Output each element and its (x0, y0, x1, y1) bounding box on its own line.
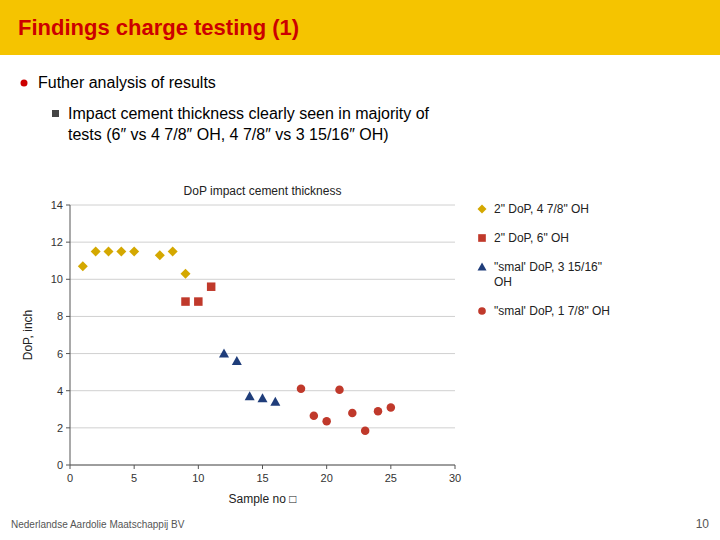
y-tick (66, 353, 70, 354)
x-axis-label: Sample no □ (229, 492, 297, 506)
legend-label: 2" DoP, 6" OH (494, 231, 569, 245)
legend-label: "smal' DoP, 1 7/8" OH (494, 304, 610, 318)
x-tick-label: 0 (67, 472, 73, 484)
legend-marker (478, 307, 486, 315)
x-tick-label: 15 (256, 472, 268, 484)
data-point (207, 282, 216, 291)
legend-label: "smal' DoP, 3 15/16"OH (494, 260, 602, 289)
grid-line (70, 242, 455, 243)
x-tick (70, 465, 71, 469)
data-point (297, 385, 306, 394)
legend-label: 2" DoP, 4 7/8" OH (494, 202, 589, 216)
bullet-text-line: Impact cement thickness clearly seen in … (68, 105, 430, 122)
data-point (322, 417, 331, 426)
data-point (310, 412, 319, 421)
x-tick (134, 465, 135, 469)
bullet-dot (21, 80, 28, 87)
data-point (258, 393, 268, 402)
bullet-text: Impact cement thickness clearly seen in … (68, 105, 430, 143)
data-point (270, 397, 280, 406)
x-tick (326, 465, 327, 469)
footer-left: Nederlandse Aardolie Maatschappij BV (11, 519, 185, 530)
data-point (374, 407, 383, 416)
grid-line (70, 279, 455, 280)
page-background (0, 0, 720, 540)
y-axis-line (70, 205, 71, 465)
data-point (245, 391, 255, 400)
x-axis-line (70, 465, 455, 466)
data-point (335, 386, 344, 395)
legend-label-line: OH (494, 275, 512, 289)
page-title: Findings charge testing (1) (18, 15, 299, 40)
y-tick-label: 6 (57, 348, 63, 360)
data-point (168, 246, 178, 256)
data-point (91, 246, 101, 256)
bullet-text-line: tests (6″ vs 4 7/8″ OH, 4 7/8″ vs 3 15/1… (68, 126, 389, 143)
data-point (194, 297, 203, 306)
x-tick-label: 25 (385, 472, 397, 484)
legend-label-line: 2" DoP, 4 7/8" OH (494, 202, 589, 216)
y-tick-label: 4 (57, 385, 63, 397)
y-tick (66, 242, 70, 243)
legend-marker (478, 234, 486, 242)
data-point (129, 246, 139, 256)
y-tick-label: 14 (51, 199, 63, 211)
legend-label-line: "smal' DoP, 1 7/8" OH (494, 304, 610, 318)
grid-line (70, 390, 455, 391)
points (78, 246, 395, 434)
data-point (78, 261, 88, 271)
y-axis-label: DoP, inch (21, 310, 35, 360)
data-point (181, 297, 190, 306)
x-tick-label: 5 (131, 472, 137, 484)
data-point (232, 356, 242, 365)
y-tick-label: 10 (51, 273, 63, 285)
y-tick (66, 316, 70, 317)
y-tick-label: 0 (57, 459, 63, 471)
bullet-text-line: Futher analysis of results (38, 74, 216, 91)
x-tick (455, 465, 456, 469)
grid-line (70, 465, 455, 466)
grid-line (70, 427, 455, 428)
chart-title: DoP impact cement thickness (184, 184, 342, 198)
y-tick-label: 2 (57, 422, 63, 434)
legend: 2" DoP, 4 7/8" OH 2" DoP, 6" OH "smal' DoP… (478, 202, 610, 318)
x-tick-label: 20 (321, 472, 333, 484)
data-point (181, 269, 191, 279)
title-banner (0, 0, 720, 55)
data-point (116, 246, 126, 256)
grid-line (70, 205, 455, 206)
y-tick (66, 205, 70, 206)
y-tick (66, 279, 70, 280)
bullet-text: Futher analysis of results (38, 74, 216, 91)
bullet-square (52, 110, 59, 117)
x-tick (198, 465, 199, 469)
x-tick-label: 10 (192, 472, 204, 484)
grid-line (70, 316, 455, 317)
data-point (387, 403, 396, 412)
footer-right: 10 (696, 517, 710, 531)
data-point (219, 349, 229, 358)
grid-line (70, 353, 455, 354)
legend-label-line: 2" DoP, 6" OH (494, 231, 569, 245)
page: Findings charge testing (1) Futher analys… (0, 0, 720, 540)
x-tick (262, 465, 263, 469)
y-tick (66, 427, 70, 428)
legend-marker (478, 205, 487, 214)
y-tick-label: 12 (51, 236, 63, 248)
legend-label-line: "smal' DoP, 3 15/16" (494, 260, 602, 274)
y-tick (66, 465, 70, 466)
data-point (155, 250, 165, 260)
grid (70, 205, 455, 465)
y-tick (66, 390, 70, 391)
x-tick (390, 465, 391, 469)
x-tick-label: 30 (449, 472, 461, 484)
data-point (104, 246, 114, 256)
y-tick-label: 8 (57, 310, 63, 322)
data-point (361, 426, 370, 435)
legend-marker (478, 263, 487, 271)
data-point (348, 409, 357, 418)
